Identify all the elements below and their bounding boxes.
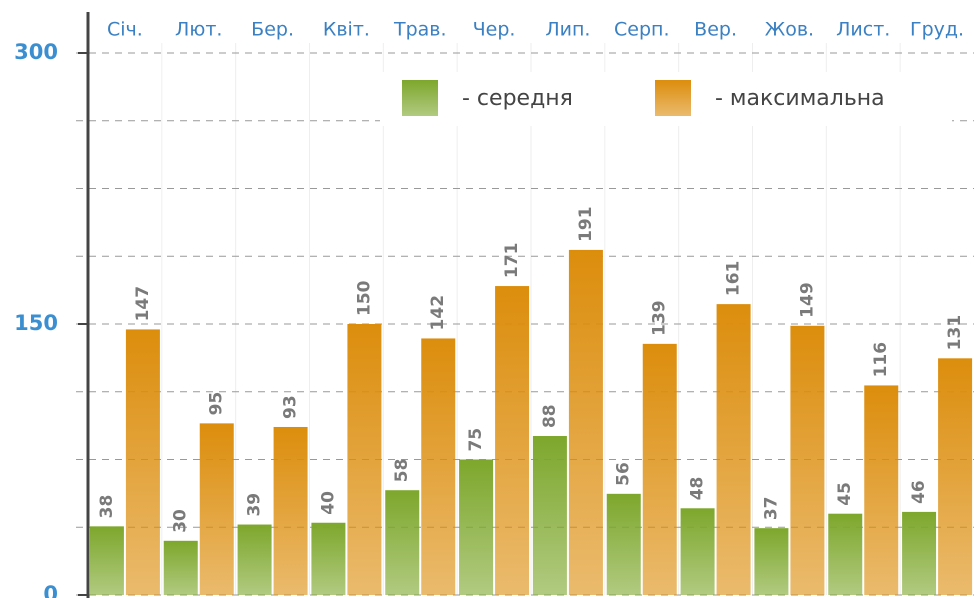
value-label: 131: [945, 315, 965, 351]
bar: [237, 524, 272, 595]
bar: [864, 385, 899, 595]
value-label: 56: [614, 462, 634, 486]
legend-label: - середня: [462, 86, 573, 111]
value-label: 161: [724, 261, 744, 297]
x-tick-label: Лист.: [836, 19, 890, 41]
value-label: 93: [281, 395, 301, 419]
value-label: 58: [392, 459, 412, 483]
x-tick-label: Лют.: [175, 19, 222, 41]
value-label: 95: [207, 392, 227, 416]
value-label: 88: [540, 404, 560, 428]
x-tick-label: Чер.: [473, 19, 516, 41]
bar: [347, 324, 382, 595]
bar: [385, 490, 420, 595]
bar: [680, 508, 715, 595]
value-label: 149: [797, 282, 817, 318]
value-label: 48: [688, 477, 708, 501]
bar: [938, 358, 973, 595]
bar: [716, 304, 751, 595]
bar: [311, 522, 346, 595]
bar: [828, 513, 863, 595]
y-tick-label: 150: [14, 311, 58, 335]
value-label: 75: [466, 428, 486, 452]
value-label: 147: [133, 286, 153, 322]
value-label: 171: [502, 243, 522, 279]
x-tick-label: Груд.: [910, 19, 964, 41]
y-tick-label: 300: [14, 40, 58, 64]
bar: [642, 343, 677, 595]
bar: [495, 286, 530, 595]
bar: [606, 493, 641, 595]
bar: [421, 338, 456, 595]
x-tick-label: Жов.: [765, 19, 814, 41]
value-label: 116: [871, 342, 891, 378]
value-label: 142: [428, 295, 448, 331]
value-label: 38: [97, 495, 117, 519]
value-label: 37: [761, 496, 781, 520]
x-tick-label: Лип.: [545, 19, 590, 41]
x-tick-label: Бер.: [251, 19, 294, 41]
bar: [532, 436, 567, 595]
bar: [125, 329, 160, 595]
y-tick-label: 0: [43, 582, 58, 598]
bar: [89, 526, 124, 595]
value-label: 39: [245, 493, 265, 517]
legend-label: - максимальна: [715, 86, 885, 111]
bar: [790, 325, 825, 595]
x-tick-label: Січ.: [107, 19, 143, 41]
bar: [163, 540, 198, 595]
value-label: 30: [171, 509, 191, 533]
legend-swatch: [402, 80, 438, 116]
value-label: 191: [576, 206, 596, 242]
bar: [902, 511, 937, 595]
x-tick-label: Серп.: [614, 19, 669, 41]
value-label: 150: [354, 280, 374, 316]
bar: [568, 249, 603, 595]
value-label: 40: [318, 491, 338, 515]
bar: [199, 423, 234, 595]
bar: [459, 459, 494, 595]
value-label: 45: [835, 482, 855, 506]
legend-swatch: [655, 80, 691, 116]
x-tick-label: Квіт.: [323, 19, 370, 41]
x-tick-label: Вер.: [694, 19, 737, 41]
value-label: 46: [909, 480, 929, 504]
bar: [754, 528, 789, 595]
value-label: 139: [650, 300, 670, 336]
x-tick-label: Трав.: [393, 19, 447, 41]
bar: [273, 426, 308, 595]
